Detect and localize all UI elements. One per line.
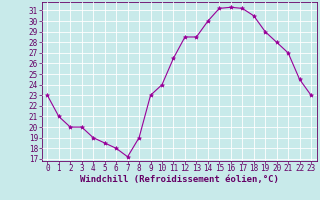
X-axis label: Windchill (Refroidissement éolien,°C): Windchill (Refroidissement éolien,°C) <box>80 175 279 184</box>
